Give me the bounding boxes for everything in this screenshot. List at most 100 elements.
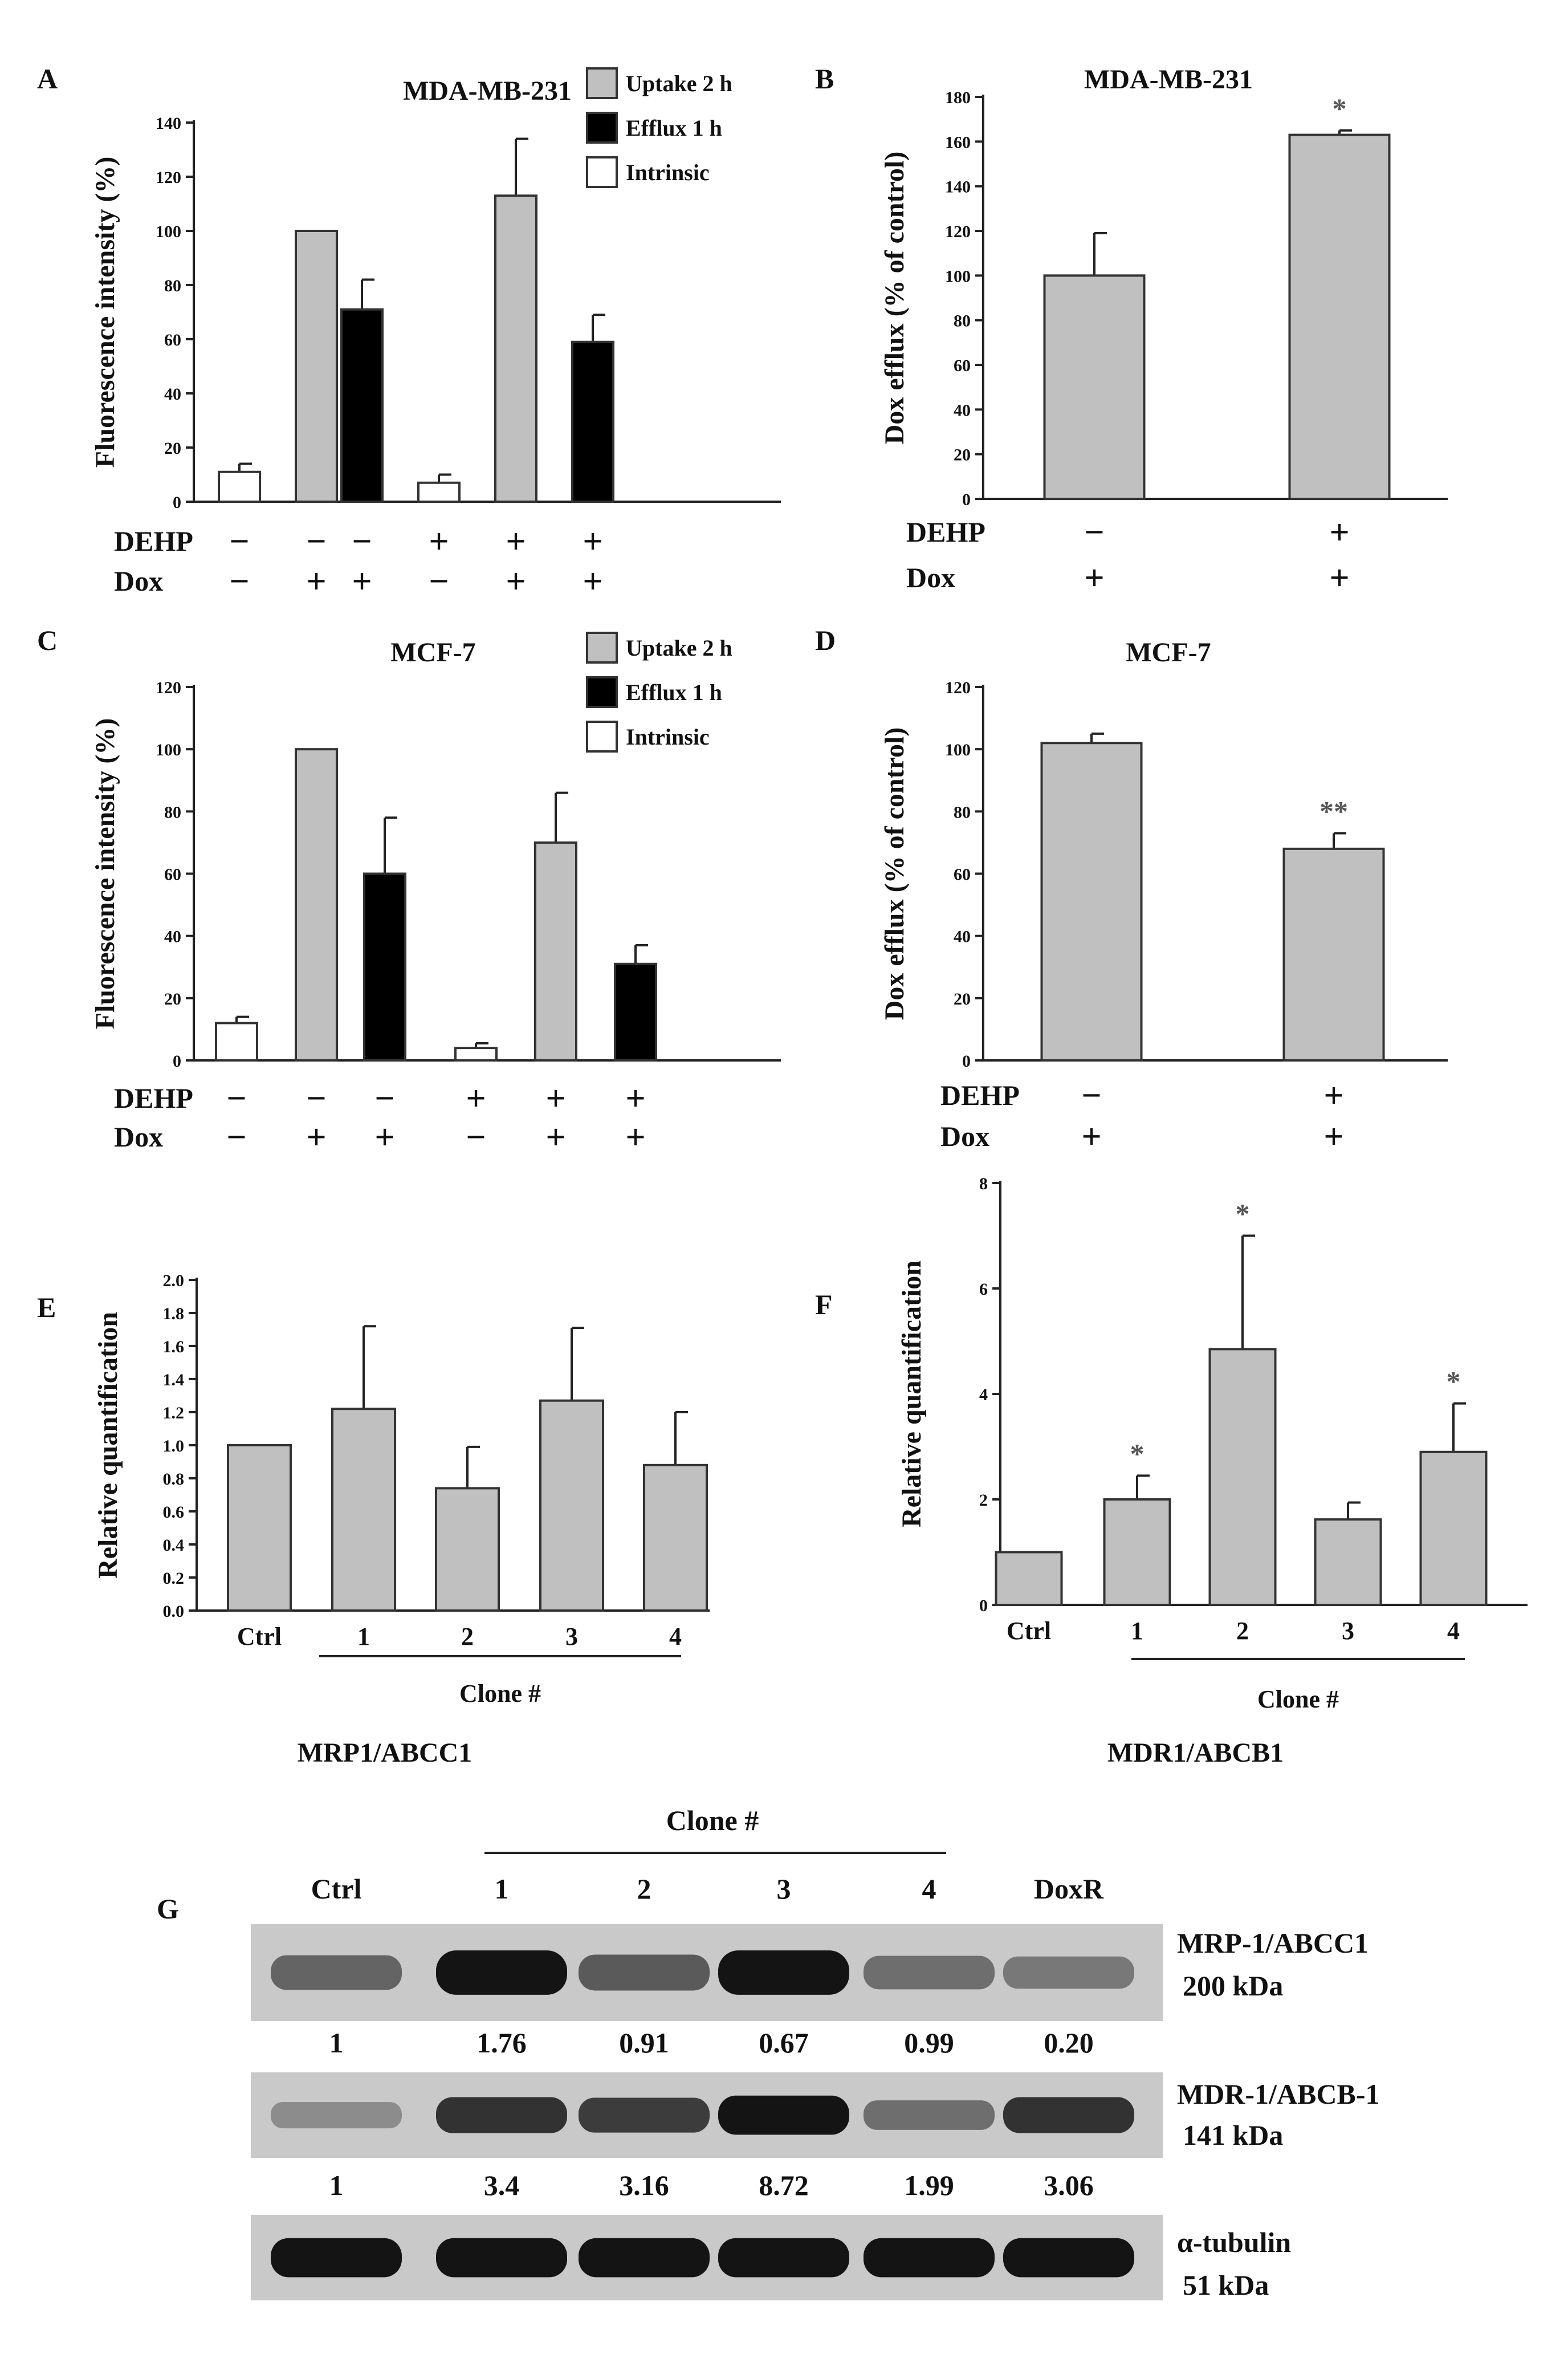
- panel-c-bar: [454, 1047, 498, 1062]
- panel-d-bar: [1282, 847, 1385, 1062]
- panel-c-legend-swatch: [586, 632, 618, 664]
- blot-density-value: 0.67: [759, 2027, 809, 2059]
- panel-b-y-tick-label: 140: [945, 178, 971, 197]
- panel-b-y-tick-label: 20: [954, 446, 971, 465]
- panel-a-legend-swatch: [586, 67, 618, 99]
- panel-e-bar: [227, 1444, 292, 1612]
- blot-size-label: 141 kDa: [1183, 2119, 1283, 2151]
- panel-f-y-axis-label: Relative quantification: [897, 1261, 927, 1527]
- panel-a-title: MDA-MB-231: [403, 76, 572, 106]
- panel-a-sign: +: [506, 562, 526, 601]
- panel-c-sign: +: [545, 1079, 565, 1118]
- panel-f: F 0 2 4 6 8 Relative quantification Ctrl * 1 * 2 3 * 4…: [815, 1174, 1528, 1768]
- panel-b-sign: +: [1084, 559, 1104, 597]
- blot-clone-header: Clone #: [666, 1804, 759, 1836]
- panel-a-sign: −: [352, 522, 372, 561]
- panel-b-y-tick-label: 160: [945, 133, 971, 152]
- blot-lane-label: DoxR: [1034, 1873, 1104, 1905]
- blot-size-label: 200 kDa: [1183, 1970, 1283, 2002]
- panel-a-y-tick-label: 80: [164, 277, 181, 295]
- panel-f-category-label: 1: [1131, 1617, 1143, 1645]
- panel-a-y-tick-label: 60: [164, 331, 181, 349]
- panel-a-y-tick-label: 120: [156, 168, 181, 187]
- panel-a-row-label-dox: Dox: [114, 565, 163, 597]
- panel-c: C 0 20 40 60 80 100 120 Fluorescence intensity (…: [37, 624, 781, 1157]
- panel-f-category-label: Ctrl: [1007, 1617, 1051, 1645]
- panel-e-x-axis-label: Clone #: [459, 1680, 541, 1707]
- blot-density-value: 8.72: [759, 2169, 809, 2201]
- panel-a-bar: [494, 194, 537, 503]
- blot-density-value: 1.99: [904, 2169, 954, 2201]
- panel-b-row-label-dehp: DEHP: [906, 516, 985, 548]
- panel-b-y-tick-label: 180: [945, 88, 971, 107]
- blot-band: [436, 2097, 567, 2133]
- panel-d-row-label-dehp: DEHP: [940, 1079, 1020, 1111]
- blot-protein-label: α-tubulin: [1177, 2226, 1291, 2258]
- panel-f-bar: [1103, 1498, 1171, 1606]
- panel-a-y-tick-label: 40: [164, 385, 181, 404]
- panel-e-y-tick-label: 1.2: [163, 1404, 185, 1422]
- panel-c-bar: [295, 748, 338, 1062]
- panel-e-y-tick-label: 0.0: [163, 1602, 185, 1621]
- panel-c-sign: +: [625, 1118, 645, 1157]
- panel-c-bar: [614, 962, 657, 1062]
- panel-f-bar: [1208, 1348, 1277, 1606]
- blot-band: [271, 2101, 402, 2129]
- panel-b-sign: −: [1084, 513, 1104, 552]
- panel-a-bar: [417, 481, 461, 503]
- panel-d-y-tick-label: 20: [954, 990, 971, 1009]
- panel-e-bar: [435, 1487, 500, 1612]
- panel-c-sign: +: [545, 1118, 565, 1157]
- blot-band: [579, 2238, 710, 2278]
- panel-c-legend-label: Intrinsic: [626, 724, 710, 750]
- panel-e-y-tick-label: 2.0: [163, 1271, 185, 1290]
- panel-e-bar: [643, 1463, 708, 1612]
- panel-c-legend-label: Efflux 1 h: [626, 680, 722, 705]
- blot-band: [718, 1950, 849, 1995]
- panel-f-y-tick-label: 2: [979, 1491, 988, 1510]
- panel-a-legend-label: Efflux 1 h: [626, 115, 722, 141]
- panel-d-y-tick-label: 120: [945, 678, 971, 697]
- blot-lane-label: 2: [637, 1873, 651, 1905]
- panel-f-bar: [1419, 1450, 1488, 1606]
- panel-label-e: E: [37, 1291, 56, 1323]
- panel-b-y-tick-label: 0: [962, 490, 971, 509]
- panel-c-y-tick-label: 120: [156, 678, 181, 697]
- panel-label-g: G: [157, 1893, 179, 1925]
- panel-b-y-tick-label: 60: [954, 356, 971, 375]
- panel-f-y-tick-label: 6: [979, 1280, 988, 1299]
- panel-d-title: MCF-7: [1126, 637, 1211, 668]
- panel-c-y-tick-label: 80: [164, 803, 181, 822]
- panel-a-bar: [571, 340, 614, 503]
- panel-c-sign: +: [306, 1118, 326, 1157]
- panel-c-sign: −: [374, 1079, 394, 1118]
- blot-protein-label: MDR-1/ABCB-1: [1177, 2078, 1380, 2110]
- blot-lane-label: Ctrl: [311, 1873, 362, 1905]
- panel-a-legend-label: Intrinsic: [626, 160, 710, 185]
- panel-f-significance-star: *: [1236, 1198, 1250, 1230]
- panel-c-bar: [215, 1022, 258, 1062]
- panel-a-y-tick-label: 20: [164, 439, 181, 458]
- panel-e: E 0.0 0.2 0.4 0.6 0.8 1.0 1.2 1.4 1.6 1.8 2.0 Relati…: [37, 1271, 710, 1768]
- panel-f-significance-star: *: [1447, 1365, 1461, 1397]
- panel-d-sign: +: [1081, 1117, 1101, 1156]
- blot-lane-label: 1: [495, 1873, 509, 1905]
- panel-a-y-tick-label: 0: [173, 493, 181, 512]
- panel-c-bar: [534, 841, 577, 1062]
- panel-d-sign: −: [1081, 1076, 1101, 1115]
- panel-e-category-label: 2: [461, 1623, 474, 1650]
- panel-d-sign: +: [1323, 1076, 1343, 1115]
- panel-b-bar: [1288, 133, 1391, 501]
- panel-b-y-axis-label: Dox efflux (% of control): [879, 152, 910, 445]
- panel-a-sign: +: [583, 522, 602, 561]
- panel-f-bar: [995, 1551, 1063, 1606]
- panel-d-significance-star: **: [1319, 795, 1348, 827]
- panel-e-y-tick-label: 1.8: [163, 1304, 185, 1323]
- blot-band: [718, 2095, 849, 2135]
- panel-e-y-axis-label: Relative quantification: [93, 1312, 123, 1579]
- panel-label-d: D: [815, 624, 836, 656]
- panel-e-y-tick-label: 0.6: [163, 1503, 185, 1522]
- blot-density-value: 0.91: [619, 2027, 669, 2059]
- panel-e-y-tick-label: 0.4: [163, 1536, 185, 1555]
- blot-density-value: 3.16: [619, 2169, 669, 2201]
